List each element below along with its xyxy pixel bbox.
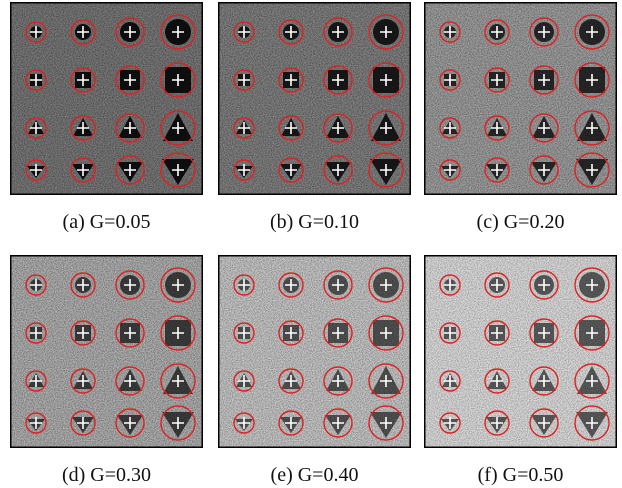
image-panel xyxy=(10,255,203,448)
image-panel xyxy=(424,255,617,448)
panel-caption: (e) G=0.40 xyxy=(271,464,359,486)
figure: (a) G=0.05 (b) G=0.10 (c) G=0.20 (d) G=0.30… xyxy=(0,0,622,488)
panel-caption: (c) G=0.20 xyxy=(477,211,565,233)
panel-caption: (d) G=0.30 xyxy=(62,464,151,486)
panel-caption: (f) G=0.50 xyxy=(478,464,564,486)
image-panel xyxy=(424,2,617,195)
panel-caption: (b) G=0.10 xyxy=(270,211,359,233)
noise-overlay xyxy=(424,2,617,195)
noise-overlay xyxy=(10,255,203,448)
image-panel xyxy=(218,2,411,195)
panel-caption: (a) G=0.05 xyxy=(63,211,151,233)
image-panel xyxy=(10,2,203,195)
noise-overlay xyxy=(218,2,411,195)
noise-overlay xyxy=(10,2,203,195)
noise-overlay xyxy=(218,255,411,448)
image-panel xyxy=(218,255,411,448)
noise-overlay xyxy=(424,255,617,448)
